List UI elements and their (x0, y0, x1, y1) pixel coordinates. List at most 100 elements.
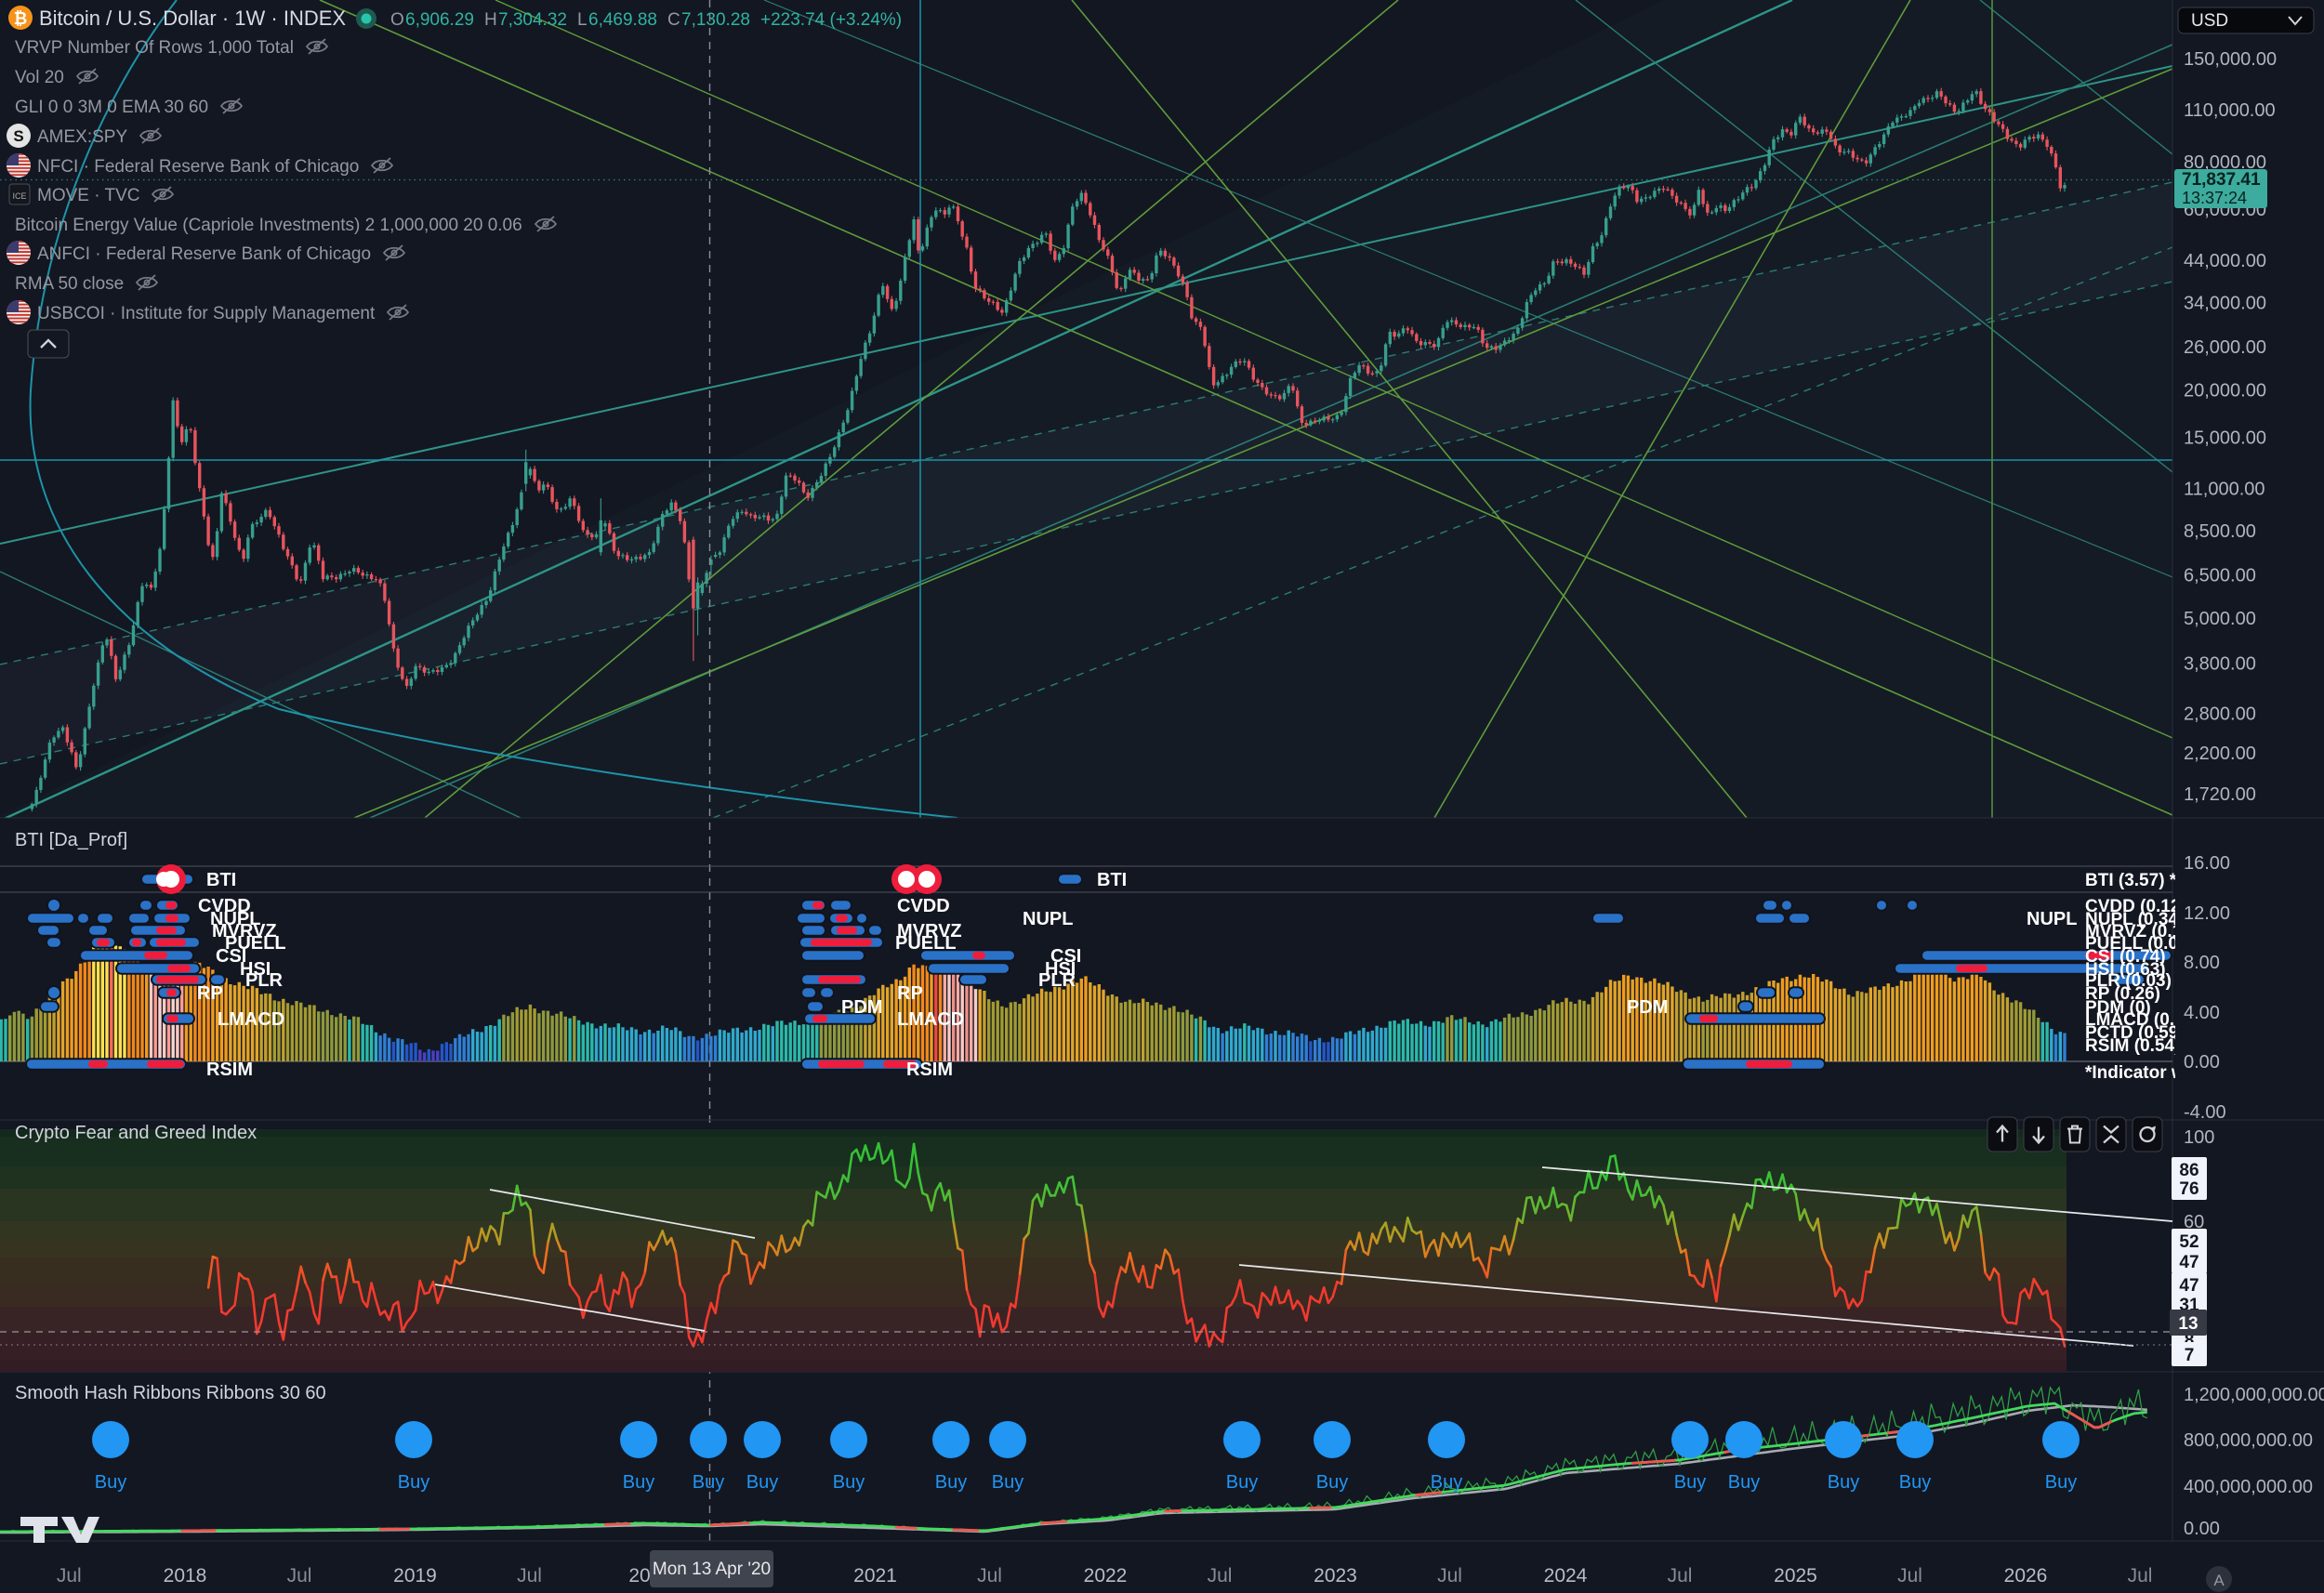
svg-text:80,000.00: 80,000.00 (2184, 152, 2266, 173)
svg-text:BTI [Da_Prof]: BTI [Da_Prof] (15, 830, 127, 850)
svg-text:2022: 2022 (1084, 1565, 1128, 1586)
svg-text:Buy: Buy (1431, 1472, 1462, 1493)
svg-text:47: 47 (2179, 1276, 2199, 1296)
svg-text:8.00: 8.00 (2184, 953, 2220, 973)
svg-text:Jul: Jul (57, 1565, 82, 1586)
svg-text:CSI (0.74): CSI (0.74) (2085, 947, 2166, 967)
svg-text:Buy: Buy (992, 1472, 1023, 1493)
svg-text:6,500.00: 6,500.00 (2184, 565, 2256, 586)
svg-text:13: 13 (2178, 1314, 2198, 1334)
svg-text:MVRVZ (0.12: MVRVZ (0.12 (2085, 922, 2192, 941)
svg-text:Buy: Buy (1674, 1472, 1706, 1493)
svg-text:Buy: Buy (1316, 1472, 1348, 1493)
svg-text:Jul: Jul (977, 1565, 1002, 1586)
svg-text:LMACD: LMACD (897, 1009, 964, 1030)
svg-text:LMACD: LMACD (218, 1009, 284, 1030)
svg-text:RP: RP (197, 983, 223, 1004)
svg-text:Buy: Buy (1226, 1472, 1258, 1493)
svg-text:NUPL: NUPL (2027, 909, 2077, 929)
svg-text:RSIM (0.54): RSIM (0.54) (2085, 1036, 2180, 1056)
svg-text:11,000.00: 11,000.00 (2184, 479, 2265, 499)
svg-text:RP (0.26): RP (0.26) (2085, 984, 2160, 1004)
svg-text:86: 86 (2179, 1161, 2199, 1180)
svg-text:12.00: 12.00 (2184, 903, 2230, 924)
svg-text:CVDD: CVDD (198, 896, 251, 916)
svg-text:2019: 2019 (393, 1565, 437, 1586)
svg-text:AMEX:SPY: AMEX:SPY (37, 127, 127, 147)
svg-text:Buy: Buy (398, 1472, 429, 1493)
svg-text:HSI: HSI (1045, 959, 1076, 980)
svg-text:71,837.41: 71,837.41 (2182, 170, 2261, 190)
svg-text:20,000.00: 20,000.00 (2184, 381, 2266, 402)
svg-text:H: H (484, 10, 497, 30)
svg-text:2025: 2025 (1774, 1565, 1817, 1586)
svg-text:2026: 2026 (2004, 1565, 2048, 1586)
svg-text:PLR: PLR (245, 970, 284, 991)
svg-text:S: S (13, 127, 23, 145)
svg-text:Buy: Buy (935, 1472, 967, 1493)
svg-text:Jul: Jul (287, 1565, 312, 1586)
svg-text:BTI (3.57) **: BTI (3.57) ** (2085, 871, 2184, 890)
svg-text:1,200,000,000.00: 1,200,000,000.00 (2184, 1385, 2324, 1405)
svg-text:16.00: 16.00 (2184, 853, 2230, 874)
svg-text:6,469.88: 6,469.88 (588, 10, 657, 30)
svg-text:13:37:24: 13:37:24 (2182, 189, 2247, 207)
svg-text:MVRVZ: MVRVZ (897, 921, 962, 941)
svg-text:Smooth Hash Ribbons Ribbons 30: Smooth Hash Ribbons Ribbons 30 60 (15, 1383, 326, 1403)
svg-text:HSI: HSI (240, 959, 271, 980)
svg-text:Jul: Jul (1437, 1565, 1462, 1586)
svg-text:MOVE · TVC: MOVE · TVC (37, 186, 140, 205)
svg-text:O: O (390, 10, 404, 30)
svg-text:Buy: Buy (746, 1472, 778, 1493)
svg-text:2024: 2024 (1544, 1565, 1588, 1586)
svg-text:0.00: 0.00 (2184, 1052, 2220, 1073)
svg-text:PCTD (0.59): PCTD (0.59) (2085, 1023, 2185, 1043)
svg-text:GLI 0 0 3M 0 EMA 30 60: GLI 0 0 3M 0 EMA 30 60 (15, 98, 208, 117)
svg-text:PDM: PDM (1627, 997, 1668, 1018)
svg-text:26,000.00: 26,000.00 (2184, 337, 2266, 358)
svg-text:7,304.32: 7,304.32 (498, 10, 567, 30)
svg-text:HSI (0.63): HSI (0.63) (2085, 960, 2166, 980)
svg-text:20: 20 (628, 1565, 650, 1586)
svg-text:34,000.00: 34,000.00 (2184, 294, 2266, 314)
svg-text:Buy: Buy (1728, 1472, 1760, 1493)
svg-text:Bitcoin Energy Value (Capriole: Bitcoin Energy Value (Capriole Investmen… (15, 216, 522, 235)
svg-text:RSIM: RSIM (906, 1060, 953, 1080)
svg-text:PUELL (0.07: PUELL (0.07 (2085, 934, 2188, 954)
svg-text:100: 100 (2184, 1127, 2214, 1148)
svg-text:LMACD (0.12: LMACD (0.12 (2085, 1010, 2194, 1030)
svg-text:A: A (2213, 1572, 2225, 1589)
svg-text:Buy: Buy (1828, 1472, 1859, 1493)
svg-text:ANFCI · Federal Reserve Bank o: ANFCI · Federal Reserve Bank of Chicago (37, 244, 371, 264)
svg-text:5,000.00: 5,000.00 (2184, 609, 2256, 629)
svg-text:₿: ₿ (14, 9, 28, 28)
svg-text:Buy: Buy (2045, 1472, 2077, 1493)
svg-text:Buy: Buy (623, 1472, 654, 1493)
svg-text:PUELL: PUELL (895, 933, 957, 954)
svg-text:CSI: CSI (1050, 946, 1081, 967)
svg-text:Jul: Jul (2128, 1565, 2153, 1586)
svg-text:15,000.00: 15,000.00 (2184, 428, 2266, 448)
svg-text:RMA 50 close: RMA 50 close (15, 274, 124, 294)
svg-text:Jul: Jul (1897, 1565, 1922, 1586)
svg-text:BTI: BTI (206, 870, 236, 890)
svg-text:PLR (0.03): PLR (0.03) (2085, 971, 2172, 991)
svg-text:7: 7 (2185, 1346, 2195, 1365)
svg-text:47: 47 (2179, 1253, 2199, 1272)
svg-text:MVRVZ: MVRVZ (212, 921, 277, 941)
svg-text:76: 76 (2179, 1179, 2199, 1199)
svg-text:PLR: PLR (1038, 970, 1076, 991)
svg-text:8: 8 (2185, 1331, 2195, 1350)
svg-text:+223.74 (+3.24%): +223.74 (+3.24%) (760, 10, 902, 30)
svg-text:RP: RP (897, 983, 923, 1004)
svg-text:Vol 20: Vol 20 (15, 68, 64, 87)
svg-text:2,800.00: 2,800.00 (2184, 704, 2256, 725)
svg-text:Jul: Jul (1668, 1565, 1693, 1586)
svg-text:Buy: Buy (693, 1472, 724, 1493)
svg-text:NFCI · Federal Reserve Bank of: NFCI · Federal Reserve Bank of Chicago (37, 157, 359, 177)
svg-text:2,200.00: 2,200.00 (2184, 744, 2256, 764)
svg-text:L: L (577, 10, 588, 30)
svg-text:2023: 2023 (1314, 1565, 1357, 1586)
svg-text:Buy: Buy (95, 1472, 126, 1493)
svg-text:150,000.00: 150,000.00 (2184, 49, 2277, 70)
